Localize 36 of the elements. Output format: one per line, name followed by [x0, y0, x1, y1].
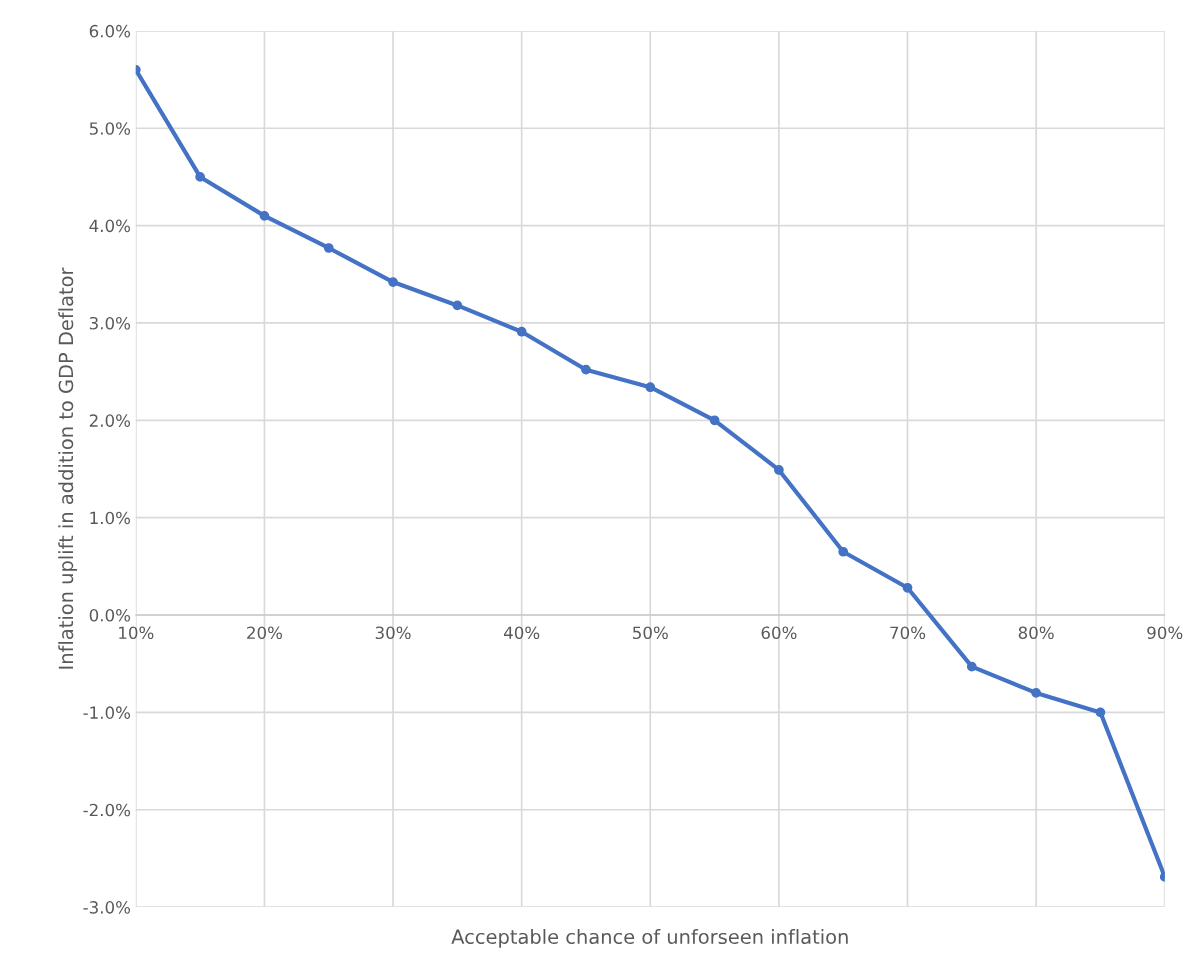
point [902, 582, 913, 593]
x-tick-label: 60% [761, 626, 797, 640]
y-tick-label: 1.0% [90, 511, 131, 525]
point [838, 546, 849, 557]
y-tick-label: -2.0% [83, 803, 131, 817]
x-axis-title: Acceptable chance of unforseen inflation [451, 929, 848, 948]
y-tick-label: 0.0% [89, 608, 131, 622]
point [581, 364, 591, 375]
y-tick-label: -3.0% [83, 901, 131, 914]
point [709, 415, 720, 426]
point [323, 243, 334, 253]
y-axis-title: Inflation uplift in addition to GDP Deflator [58, 267, 78, 669]
x-tick-label: 40% [503, 626, 540, 640]
x-tick-label: 10% [119, 626, 154, 640]
x-tick-label: 90% [1147, 626, 1183, 640]
x-tick-label: 50% [633, 626, 668, 640]
y-tick-label: 6.0% [89, 24, 131, 38]
point [388, 277, 398, 287]
x-tick-label: 30% [375, 626, 411, 640]
y-tick-label: 2.0% [89, 414, 131, 427]
y-tick-label: 3.0% [89, 316, 131, 330]
x-tick-label: 80% [1018, 626, 1054, 640]
point [452, 300, 463, 311]
point [259, 210, 270, 221]
point [516, 326, 527, 337]
point [1095, 707, 1106, 718]
point [645, 382, 656, 393]
point [774, 465, 784, 475]
point [966, 661, 977, 672]
point [1031, 688, 1041, 698]
x-tick-label: 20% [247, 626, 283, 640]
y-tick-label: 4.0% [89, 219, 131, 233]
x-tick-label: 70% [890, 626, 926, 640]
y-tick-label: -1.0% [83, 706, 131, 719]
point [195, 172, 205, 182]
y-tick-label: 5.0% [89, 122, 131, 135]
